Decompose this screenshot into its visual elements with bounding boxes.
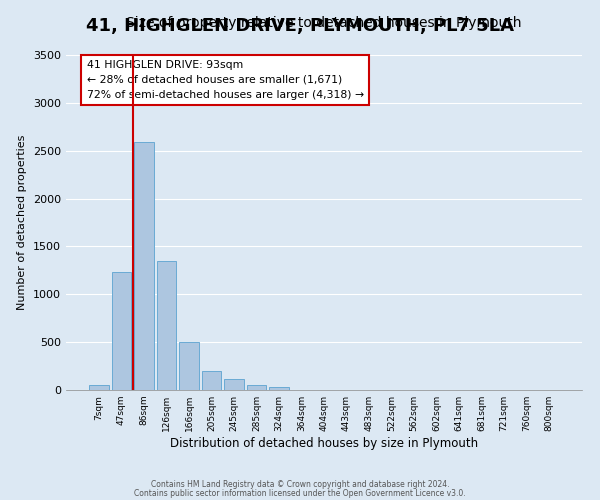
Bar — [269, 387, 289, 390]
Bar — [202, 371, 221, 390]
Y-axis label: Number of detached properties: Number of detached properties — [17, 135, 28, 310]
Bar — [179, 342, 199, 390]
Text: 41 HIGHGLEN DRIVE: 93sqm
← 28% of detached houses are smaller (1,671)
72% of sem: 41 HIGHGLEN DRIVE: 93sqm ← 28% of detach… — [86, 60, 364, 100]
Bar — [134, 142, 154, 390]
Bar — [112, 272, 131, 390]
Text: Contains HM Land Registry data © Crown copyright and database right 2024.: Contains HM Land Registry data © Crown c… — [151, 480, 449, 489]
Text: 41, HIGHGLEN DRIVE, PLYMOUTH, PL7 5LA: 41, HIGHGLEN DRIVE, PLYMOUTH, PL7 5LA — [86, 18, 514, 36]
Title: Size of property relative to detached houses in Plymouth: Size of property relative to detached ho… — [126, 16, 522, 30]
Bar — [247, 385, 266, 390]
Bar — [224, 380, 244, 390]
Bar — [89, 385, 109, 390]
Text: Contains public sector information licensed under the Open Government Licence v3: Contains public sector information licen… — [134, 488, 466, 498]
Bar — [157, 261, 176, 390]
X-axis label: Distribution of detached houses by size in Plymouth: Distribution of detached houses by size … — [170, 437, 478, 450]
